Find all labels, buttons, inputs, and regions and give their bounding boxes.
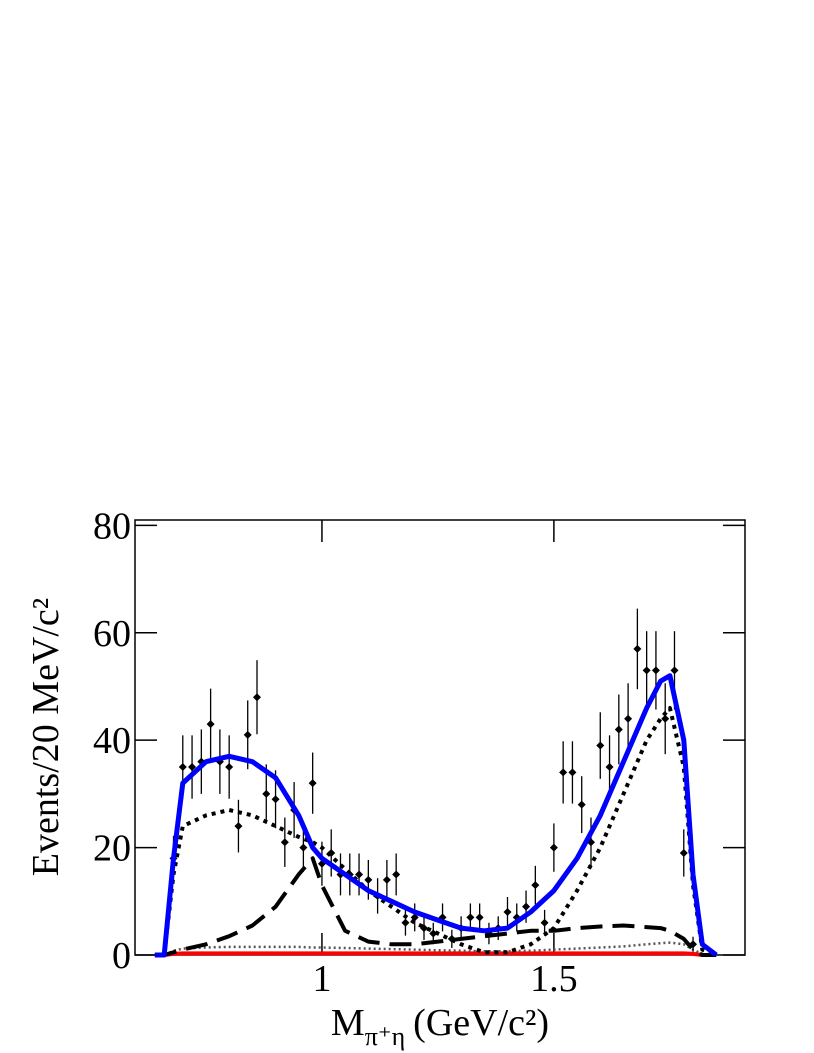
fit-curve <box>154 673 718 958</box>
data-point <box>206 720 215 729</box>
data-point <box>401 918 410 927</box>
fit-curve <box>154 856 717 957</box>
plot-frame <box>134 519 746 956</box>
data-point <box>429 929 438 938</box>
data-point <box>522 902 531 911</box>
data-point <box>503 908 512 917</box>
fit-curve <box>154 951 717 957</box>
data-point <box>308 779 317 788</box>
data-point <box>559 768 568 777</box>
data-point <box>605 763 614 772</box>
data-point <box>549 843 558 852</box>
data-point <box>327 848 336 857</box>
x-label-unit: (GeV/c²) <box>413 1002 549 1044</box>
data-point <box>392 870 401 879</box>
data-point <box>689 940 698 949</box>
data-point <box>466 913 475 922</box>
y-tick-label: 80 <box>93 505 131 547</box>
data-point <box>642 666 651 675</box>
x-tick-label: 1 <box>312 958 331 1000</box>
data-point <box>568 768 577 777</box>
data-point <box>178 763 187 772</box>
fit-curve <box>154 941 717 957</box>
data-point <box>280 838 289 847</box>
x-axis-label: Mπ⁺η (GeV/c²) <box>331 1002 549 1051</box>
data-point <box>447 934 456 943</box>
data-point <box>364 875 373 884</box>
y-tick-label: 60 <box>93 613 131 655</box>
data-point <box>475 913 484 922</box>
y-tick-label: 20 <box>93 828 131 870</box>
data-point <box>531 881 540 890</box>
y-tick-label: 40 <box>93 720 131 762</box>
data-point <box>234 822 243 831</box>
data-point <box>253 693 261 702</box>
data-point <box>299 843 308 852</box>
data-point <box>262 789 271 798</box>
fit-curve <box>154 706 717 957</box>
data-point <box>188 763 197 772</box>
data-point <box>633 644 642 653</box>
data-point <box>225 763 234 772</box>
data-point <box>661 714 670 723</box>
data-point <box>271 795 280 804</box>
data-point <box>614 725 623 734</box>
data-point <box>355 870 364 879</box>
data-point <box>382 875 391 884</box>
x-tick-label: 1.5 <box>530 958 578 1000</box>
x-label-main: M <box>331 1002 365 1044</box>
data-point <box>596 741 605 750</box>
data-point <box>670 666 679 675</box>
y-tick-label: 0 <box>112 935 131 977</box>
data-point <box>624 714 633 723</box>
y-axis-label: Events/20 MeV/c² <box>25 598 67 876</box>
data-point <box>577 800 586 809</box>
data-point <box>679 848 688 857</box>
data-point <box>410 913 419 922</box>
data-point <box>651 666 660 675</box>
data-point <box>243 730 252 739</box>
data-point <box>540 918 549 927</box>
x-label-subscript: π⁺η <box>365 1022 405 1051</box>
data-point <box>419 924 428 933</box>
